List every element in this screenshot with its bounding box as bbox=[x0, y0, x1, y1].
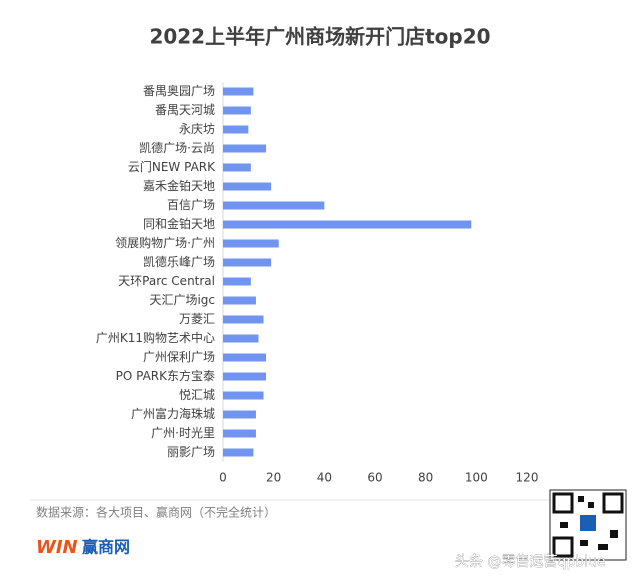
x-tick-label: 80 bbox=[418, 471, 433, 485]
bar bbox=[223, 220, 472, 229]
y-tick-label: 云门NEW PARK bbox=[128, 159, 216, 174]
bar bbox=[223, 144, 267, 153]
y-tick-label: 广州保利广场 bbox=[143, 350, 215, 364]
qr-code bbox=[549, 489, 627, 561]
bar bbox=[223, 258, 272, 267]
y-tick-label: 天环Parc Central bbox=[118, 274, 215, 288]
logo-name: 赢商网 bbox=[82, 538, 130, 557]
y-tick-label: 领展购物广场·广州 bbox=[115, 235, 215, 250]
x-tick-label: 40 bbox=[317, 471, 332, 485]
source-note: 数据来源：各大项目、赢商网（不完全统计） bbox=[36, 505, 276, 520]
x-tick-label: 0 bbox=[219, 471, 227, 485]
x-tick-label: 100 bbox=[465, 471, 488, 485]
x-tick-label: 120 bbox=[516, 471, 539, 485]
bar bbox=[223, 125, 249, 134]
bar bbox=[223, 163, 251, 172]
y-tick-label: 广州·时光里 bbox=[151, 426, 215, 440]
bar bbox=[223, 296, 256, 305]
y-tick-label: 番禺天河城 bbox=[155, 103, 215, 117]
y-tick-label: 永庆坊 bbox=[179, 121, 215, 136]
bar bbox=[223, 87, 254, 96]
y-tick-label: 凯德广场·云尚 bbox=[139, 140, 215, 155]
y-tick-label: 万菱汇 bbox=[179, 312, 215, 326]
y-tick-label: PO PARK东方宝泰 bbox=[116, 368, 215, 383]
bar bbox=[223, 410, 256, 419]
y-tick-label: 凯德乐峰广场 bbox=[143, 254, 215, 269]
bar bbox=[223, 448, 254, 457]
y-tick-label: 番禺奥园广场 bbox=[143, 84, 215, 98]
y-tick-label: 嘉禾金铂天地 bbox=[143, 178, 215, 193]
y-tick-label: 广州K11购物艺术中心 bbox=[96, 330, 215, 345]
logo-mark: WIN bbox=[36, 537, 78, 558]
y-tick-label: 丽影广场 bbox=[167, 445, 215, 459]
bar bbox=[223, 106, 251, 115]
bar bbox=[223, 182, 272, 191]
bar bbox=[223, 372, 267, 381]
y-tick-label: 广州富力海珠城 bbox=[131, 406, 215, 421]
y-tick-label: 悦汇城 bbox=[179, 388, 215, 402]
bar bbox=[223, 239, 279, 248]
x-tick-label: 20 bbox=[266, 471, 281, 485]
bar bbox=[223, 334, 259, 343]
bar bbox=[223, 315, 264, 324]
bar bbox=[223, 277, 251, 286]
y-tick-label: 同和金铂天地 bbox=[143, 216, 215, 231]
bar bbox=[223, 353, 267, 362]
bar bbox=[223, 391, 264, 400]
bar bbox=[223, 429, 256, 438]
y-tick-label: 百信广场 bbox=[167, 198, 215, 212]
x-tick-label: 60 bbox=[367, 471, 382, 485]
y-tick-label: 天汇广场igc bbox=[149, 293, 215, 307]
bar bbox=[223, 201, 325, 210]
watermark: 头条 @零售运营qpblue bbox=[455, 553, 606, 570]
chart-title: 2022上半年广州商场新开门店top20 bbox=[149, 25, 490, 49]
